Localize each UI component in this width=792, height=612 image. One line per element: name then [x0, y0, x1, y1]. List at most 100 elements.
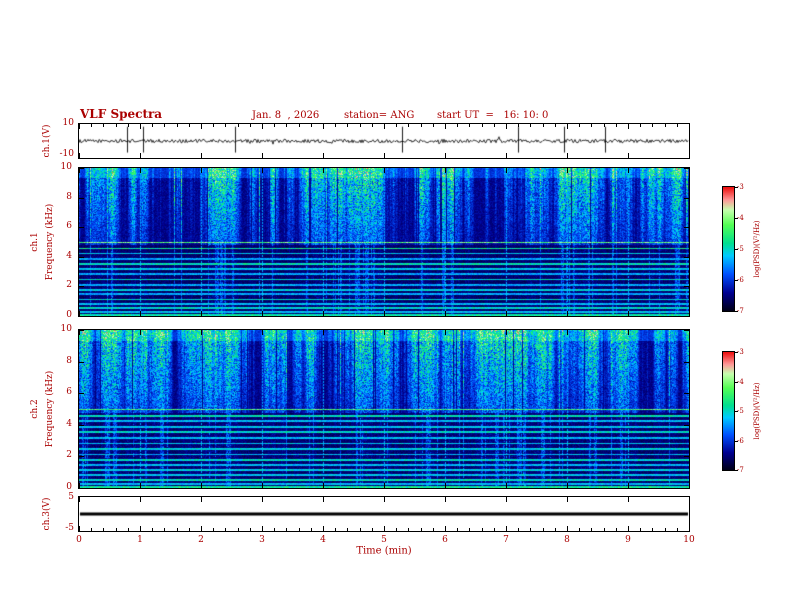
x-minor-tick	[176, 528, 178, 531]
ch3-voltage-ymin-label: -5	[65, 523, 74, 533]
x-tick	[140, 124, 141, 129]
x-minor-tick	[542, 528, 544, 531]
x-minor-tick	[91, 528, 93, 531]
x-minor-tick	[298, 528, 300, 531]
x-tick	[201, 330, 202, 335]
x-tick	[201, 483, 202, 488]
x-tick	[201, 124, 202, 129]
x-minor-tick	[335, 528, 337, 531]
colorbar-tick	[735, 352, 738, 353]
x-minor-tick	[469, 124, 471, 127]
y-tick-label: 4	[66, 418, 72, 429]
x-tick	[628, 526, 629, 531]
x-tick	[689, 526, 690, 531]
x-minor-tick	[615, 528, 617, 531]
x-tick	[79, 153, 80, 158]
x-tick	[384, 526, 385, 531]
y-tick-label: 6	[66, 221, 72, 232]
x-minor-tick	[274, 124, 276, 127]
x-tick-label: 0	[76, 535, 82, 545]
ch1-voltage-ymax-label: 10	[62, 118, 74, 128]
y-tick-label: 2	[66, 280, 72, 291]
x-minor-tick	[640, 528, 642, 531]
x-minor-tick	[432, 124, 434, 127]
x-minor-tick	[213, 124, 215, 127]
x-minor-tick	[554, 528, 556, 531]
ch2-spectrogram-canvas	[79, 330, 689, 488]
colorbar-tick-label: -4	[737, 377, 744, 386]
x-minor-tick	[127, 528, 129, 531]
colorbar-tick	[735, 218, 738, 219]
colorbar-tick	[735, 411, 738, 412]
x-tick	[323, 330, 324, 335]
x-minor-tick	[103, 528, 105, 531]
colorbar-2-canvas	[723, 352, 734, 470]
x-tick	[140, 526, 141, 531]
x-tick	[262, 497, 263, 502]
y-tick-label: 10	[60, 324, 72, 334]
y-tick	[79, 197, 84, 199]
y-tick	[684, 393, 689, 395]
x-minor-tick	[603, 528, 605, 531]
colorbar-tick-label: -3	[737, 183, 744, 191]
colorbar-tick	[735, 381, 738, 383]
x-tick	[323, 311, 324, 316]
x-tick	[628, 311, 629, 316]
x-tick	[445, 330, 446, 335]
x-minor-tick	[408, 528, 410, 531]
x-tick	[445, 526, 446, 531]
y-tick	[79, 488, 84, 489]
x-minor-tick	[579, 528, 581, 531]
x-minor-tick	[335, 124, 337, 127]
x-minor-tick	[542, 124, 544, 127]
x-tick	[689, 153, 690, 158]
x-tick	[262, 483, 263, 488]
x-tick	[79, 483, 80, 488]
x-minor-tick	[591, 528, 593, 531]
x-tick	[689, 483, 690, 488]
x-minor-tick	[225, 124, 227, 127]
x-tick	[506, 483, 507, 488]
x-tick	[262, 124, 263, 129]
x-minor-tick	[91, 124, 93, 127]
x-minor-tick	[237, 124, 239, 127]
x-tick	[689, 330, 690, 335]
x-minor-tick	[188, 124, 190, 127]
ch1-spectrogram-panel	[78, 167, 690, 317]
x-minor-tick	[676, 124, 678, 127]
x-tick	[79, 330, 80, 335]
colorbar-1-canvas	[723, 187, 734, 311]
x-tick-label: 5	[381, 535, 387, 545]
figure-title: VLF Spectra	[80, 107, 163, 121]
y-tick	[684, 168, 689, 169]
x-minor-tick	[530, 528, 532, 531]
y-tick-label: 8	[66, 191, 72, 202]
x-tick	[201, 497, 202, 502]
x-tick	[79, 124, 80, 129]
colorbar-tick	[735, 249, 738, 250]
x-minor-tick	[481, 124, 483, 127]
ch2-spectrogram-panel	[78, 329, 690, 489]
x-minor-tick	[164, 124, 166, 127]
x-tick	[262, 311, 263, 316]
x-minor-tick	[554, 124, 556, 127]
x-minor-tick	[103, 124, 105, 127]
x-minor-tick	[420, 528, 422, 531]
ch1-waveform-panel	[78, 123, 690, 159]
x-minor-tick	[274, 528, 276, 531]
x-tick	[323, 168, 324, 173]
x-tick	[384, 168, 385, 173]
x-tick	[445, 153, 446, 158]
y-tick	[79, 456, 84, 458]
x-tick	[384, 153, 385, 158]
y-tick	[684, 316, 689, 317]
y-tick-label: 0	[66, 310, 72, 320]
x-tick	[384, 330, 385, 335]
x-tick	[445, 483, 446, 488]
x-tick	[506, 153, 507, 158]
x-minor-tick	[249, 124, 251, 127]
x-minor-tick	[432, 528, 434, 531]
x-minor-tick	[286, 528, 288, 531]
x-tick	[323, 124, 324, 129]
y-tick-label: 4	[66, 250, 72, 261]
